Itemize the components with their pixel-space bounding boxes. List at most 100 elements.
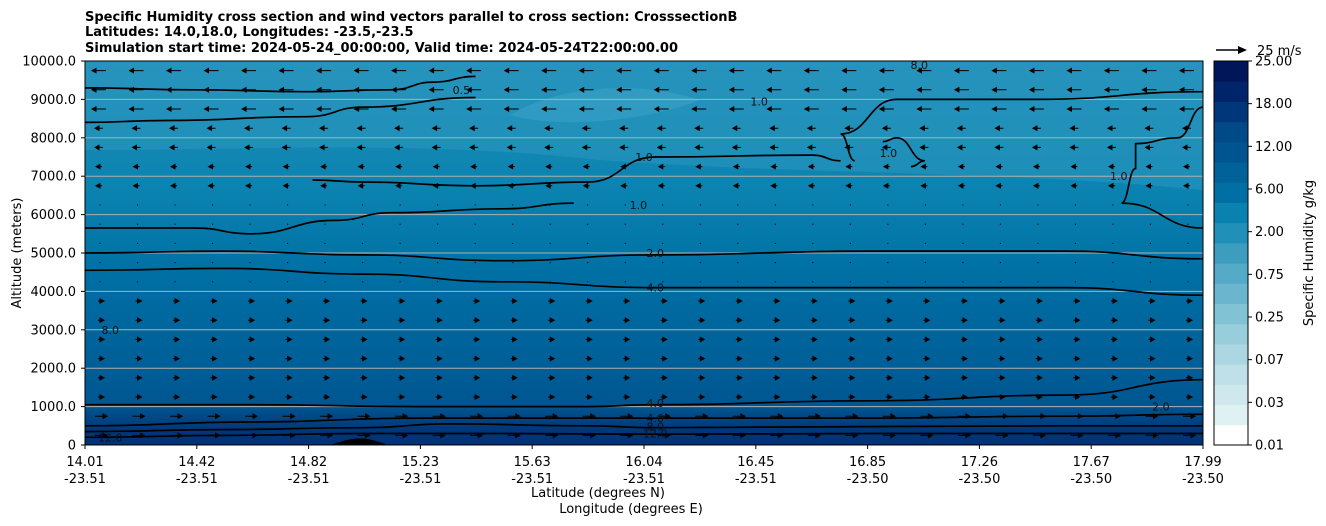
wind-vector xyxy=(503,67,519,74)
wind-vector xyxy=(98,374,106,381)
wind-vector xyxy=(660,355,668,362)
wind-vector xyxy=(128,67,144,74)
wind-vector xyxy=(624,281,626,283)
wind-vector xyxy=(249,281,251,283)
wind-vector xyxy=(803,67,819,74)
wind-vector xyxy=(624,242,626,244)
y-tick-label: 8000.0 xyxy=(31,131,77,146)
wind-vector xyxy=(320,413,334,420)
wind-vector xyxy=(1148,374,1156,381)
wind-vector xyxy=(1186,336,1194,343)
wind-vector xyxy=(437,204,439,206)
wind-vector xyxy=(737,223,739,225)
wind-vector xyxy=(582,182,590,189)
wind-vector xyxy=(1186,297,1194,305)
colorbar-tick-label: 0.03 xyxy=(1255,396,1284,411)
colorbar-segment xyxy=(1214,202,1248,224)
wind-vector xyxy=(1031,144,1041,151)
wind-vector xyxy=(699,242,701,244)
wind-vector xyxy=(848,317,856,324)
wind-vector xyxy=(956,144,966,151)
wind-vector xyxy=(806,125,816,132)
contour-line-4 xyxy=(85,378,1203,408)
contour-label: 4.0 xyxy=(646,282,664,295)
wind-vector xyxy=(395,413,409,420)
y-tick-label: 7000.0 xyxy=(31,170,77,185)
wind-vector xyxy=(323,374,331,381)
wind-vector xyxy=(1032,163,1040,170)
wind-vector xyxy=(919,125,929,132)
wind-vector xyxy=(210,393,218,401)
wind-vector xyxy=(812,281,814,283)
wind-vector xyxy=(324,242,326,244)
wind-vector xyxy=(885,297,893,305)
wind-vector xyxy=(432,163,440,170)
wind-vector xyxy=(1028,67,1044,74)
wind-vector xyxy=(136,262,139,264)
wind-vector xyxy=(920,163,928,170)
wind-vector xyxy=(585,374,593,381)
wind-vector xyxy=(770,182,778,189)
wind-vector xyxy=(1035,336,1043,343)
wind-vector xyxy=(399,204,401,206)
wind-vector xyxy=(766,67,782,74)
wind-vector xyxy=(766,105,782,113)
wind-vector xyxy=(774,223,776,225)
wind-vector xyxy=(286,204,289,206)
wind-vector xyxy=(319,144,329,151)
wind-vector xyxy=(503,105,519,113)
wind-vector xyxy=(1028,86,1044,93)
wind-vector xyxy=(435,374,443,381)
y-tick-label: 10000.0 xyxy=(22,55,76,70)
x-tick-label-lat: 17.26 xyxy=(961,455,998,470)
wind-vector xyxy=(1066,67,1082,74)
wind-vector xyxy=(656,144,666,151)
wind-vector xyxy=(206,125,216,132)
wind-vector xyxy=(849,223,851,225)
wind-vector xyxy=(98,393,106,401)
wind-vector xyxy=(662,262,664,264)
wind-vector xyxy=(206,144,216,151)
x-tick-label-lat: 16.04 xyxy=(625,455,662,470)
wind-vector xyxy=(887,242,889,244)
wind-vector xyxy=(135,297,143,305)
wind-vector xyxy=(512,223,514,225)
contour-label: 4.0 xyxy=(646,397,664,410)
colorbar-segment xyxy=(1214,81,1248,102)
contour-lines xyxy=(85,75,1203,439)
colorbar-segment xyxy=(1214,222,1248,244)
wind-vector xyxy=(323,393,331,401)
contour-line-8 xyxy=(85,423,1203,433)
contour-line-1 xyxy=(312,154,841,187)
wind-vector xyxy=(174,204,176,206)
wind-vector xyxy=(774,242,776,244)
wind-vector xyxy=(1106,144,1116,151)
wind-vector xyxy=(428,105,444,113)
wind-vector xyxy=(1073,374,1081,381)
wind-vector xyxy=(728,86,744,93)
wind-vector xyxy=(773,297,781,305)
wind-vector xyxy=(165,105,182,113)
wind-vector xyxy=(136,242,139,244)
wind-vector xyxy=(1069,125,1079,132)
wind-vector xyxy=(623,317,631,324)
wind-vector xyxy=(510,355,518,362)
colorbar-segment xyxy=(1214,101,1248,123)
wind-vector xyxy=(1107,163,1115,170)
wind-vector xyxy=(548,393,556,401)
wind-vector xyxy=(691,105,707,113)
wind-vector xyxy=(548,355,556,362)
x-tick-label-lat: 14.82 xyxy=(290,455,327,470)
wind-vector xyxy=(286,223,289,225)
wind-vector xyxy=(1141,105,1157,113)
wind-vector xyxy=(1141,67,1157,74)
wind-vector xyxy=(698,297,706,305)
wind-vector xyxy=(544,144,554,151)
wind-vector xyxy=(241,67,257,74)
wind-vector xyxy=(169,163,178,170)
contour-line-1 xyxy=(85,202,574,235)
y-tick-label: 9000.0 xyxy=(31,93,77,108)
contour-label: 8.0 xyxy=(911,59,929,72)
wind-vector xyxy=(657,163,665,170)
